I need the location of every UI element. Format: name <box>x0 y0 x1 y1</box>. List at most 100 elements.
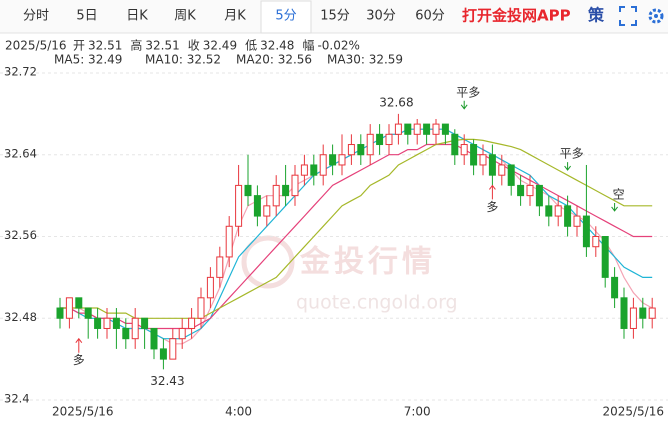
tab[interactable]: 5日 <box>76 9 97 24</box>
candle-body <box>357 144 365 156</box>
app-link[interactable]: 打开金投网APP <box>462 7 571 25</box>
candle-body <box>423 123 431 135</box>
candle-body <box>441 123 449 135</box>
signal-arrow <box>460 100 468 110</box>
candle-body <box>159 348 167 360</box>
info-label: 高 <box>130 38 142 53</box>
candle-body <box>253 195 261 217</box>
candle-body <box>498 164 506 176</box>
candle-body <box>460 144 468 156</box>
candle-body <box>545 205 553 217</box>
x-tick-label: 2025/5/16 <box>602 405 664 419</box>
candle-body <box>169 338 177 360</box>
candle-body <box>141 317 149 329</box>
candle-body <box>338 154 346 166</box>
candle-body <box>470 144 478 166</box>
x-tick-label: 7:00 <box>404 405 431 419</box>
info-label: 收 <box>188 39 200 53</box>
fullscreen-icon[interactable] <box>619 6 637 26</box>
candle-body <box>188 317 196 329</box>
candle-body <box>432 123 440 135</box>
watermark-logo <box>241 235 295 289</box>
max-label: 32.68 <box>379 95 413 109</box>
info-label: 开 <box>73 39 85 53</box>
y-tick-label: 32.48 <box>4 310 37 324</box>
signal-label: 空 <box>613 187 625 201</box>
y-tick-label: 32.64 <box>4 146 37 160</box>
info-date: 2025/5/16 <box>5 39 67 53</box>
candle-body <box>131 317 139 340</box>
ma-line <box>60 138 653 319</box>
candle-body <box>479 154 487 166</box>
candle-body <box>451 133 459 156</box>
candle-body <box>385 133 393 146</box>
tab[interactable]: 30分 <box>366 9 396 24</box>
candle-body <box>488 154 496 176</box>
candle-body <box>554 205 562 217</box>
candle-body <box>197 297 205 319</box>
candle-body <box>103 317 111 329</box>
info-value: 32.51 <box>88 39 122 53</box>
x-tick-label: 4:00 <box>225 405 252 419</box>
signal-arrow <box>489 184 496 200</box>
candle-body <box>394 123 402 135</box>
candle-body <box>347 144 355 156</box>
candle-body <box>413 123 421 135</box>
candle-body <box>404 123 412 135</box>
candle-body <box>319 154 327 176</box>
info-value: -0.02% <box>317 39 359 53</box>
candle-body <box>582 215 590 248</box>
min-label: 32.43 <box>150 374 184 388</box>
candle-body <box>376 133 384 146</box>
candle-body <box>84 307 92 319</box>
info-value: 32.49 <box>203 39 237 53</box>
candle-body <box>122 327 130 340</box>
signal-arrow <box>611 202 618 212</box>
tab[interactable]: 60分 <box>415 9 445 24</box>
candle-body <box>282 184 290 197</box>
y-tick-label: 32.56 <box>4 228 37 242</box>
watermark-url: quote.cngold.org <box>296 292 458 314</box>
candle-body <box>526 184 534 197</box>
candle-body <box>272 184 280 207</box>
candle-body <box>507 164 515 186</box>
candle-body <box>573 215 581 227</box>
candle-body <box>611 276 619 299</box>
info-label: 低 <box>245 39 257 53</box>
signal-label: 平多 <box>456 85 480 99</box>
candle-body <box>648 307 656 319</box>
strategy-button[interactable]: 策 <box>587 6 605 25</box>
candle-body <box>225 225 233 258</box>
candle-body <box>112 317 120 329</box>
watermark-title: 金投行情 <box>299 245 436 280</box>
candle-body <box>94 317 102 329</box>
candle-body <box>65 297 73 319</box>
ma-line <box>60 143 653 330</box>
candle-body <box>517 184 525 197</box>
tab[interactable]: 分时 <box>23 9 49 24</box>
tab[interactable]: 15分 <box>320 9 350 24</box>
candle-body <box>206 276 214 299</box>
signal-arrow <box>75 337 83 353</box>
candle-body <box>564 205 572 227</box>
settings-icon[interactable] <box>648 8 664 24</box>
tab[interactable]: 周K <box>174 9 196 24</box>
x-tick-label: 2025/5/16 <box>52 405 114 419</box>
candle-body <box>244 184 252 197</box>
candle-body <box>216 256 224 278</box>
candle-body <box>620 297 628 329</box>
candle-body <box>263 205 271 217</box>
info-value: 32.48 <box>260 39 294 53</box>
candle-body <box>329 154 337 166</box>
tab-bar <box>0 0 668 33</box>
candle-body <box>178 327 186 340</box>
candle-body <box>601 236 609 278</box>
tab[interactable]: 5分 <box>275 9 296 24</box>
signal-label: 多 <box>486 200 498 214</box>
tab[interactable]: 月K <box>224 9 246 24</box>
signal-label: 多 <box>73 353 85 367</box>
info-value: 32.51 <box>145 39 179 53</box>
tab[interactable]: 日K <box>126 9 148 24</box>
candle-body <box>150 327 158 350</box>
